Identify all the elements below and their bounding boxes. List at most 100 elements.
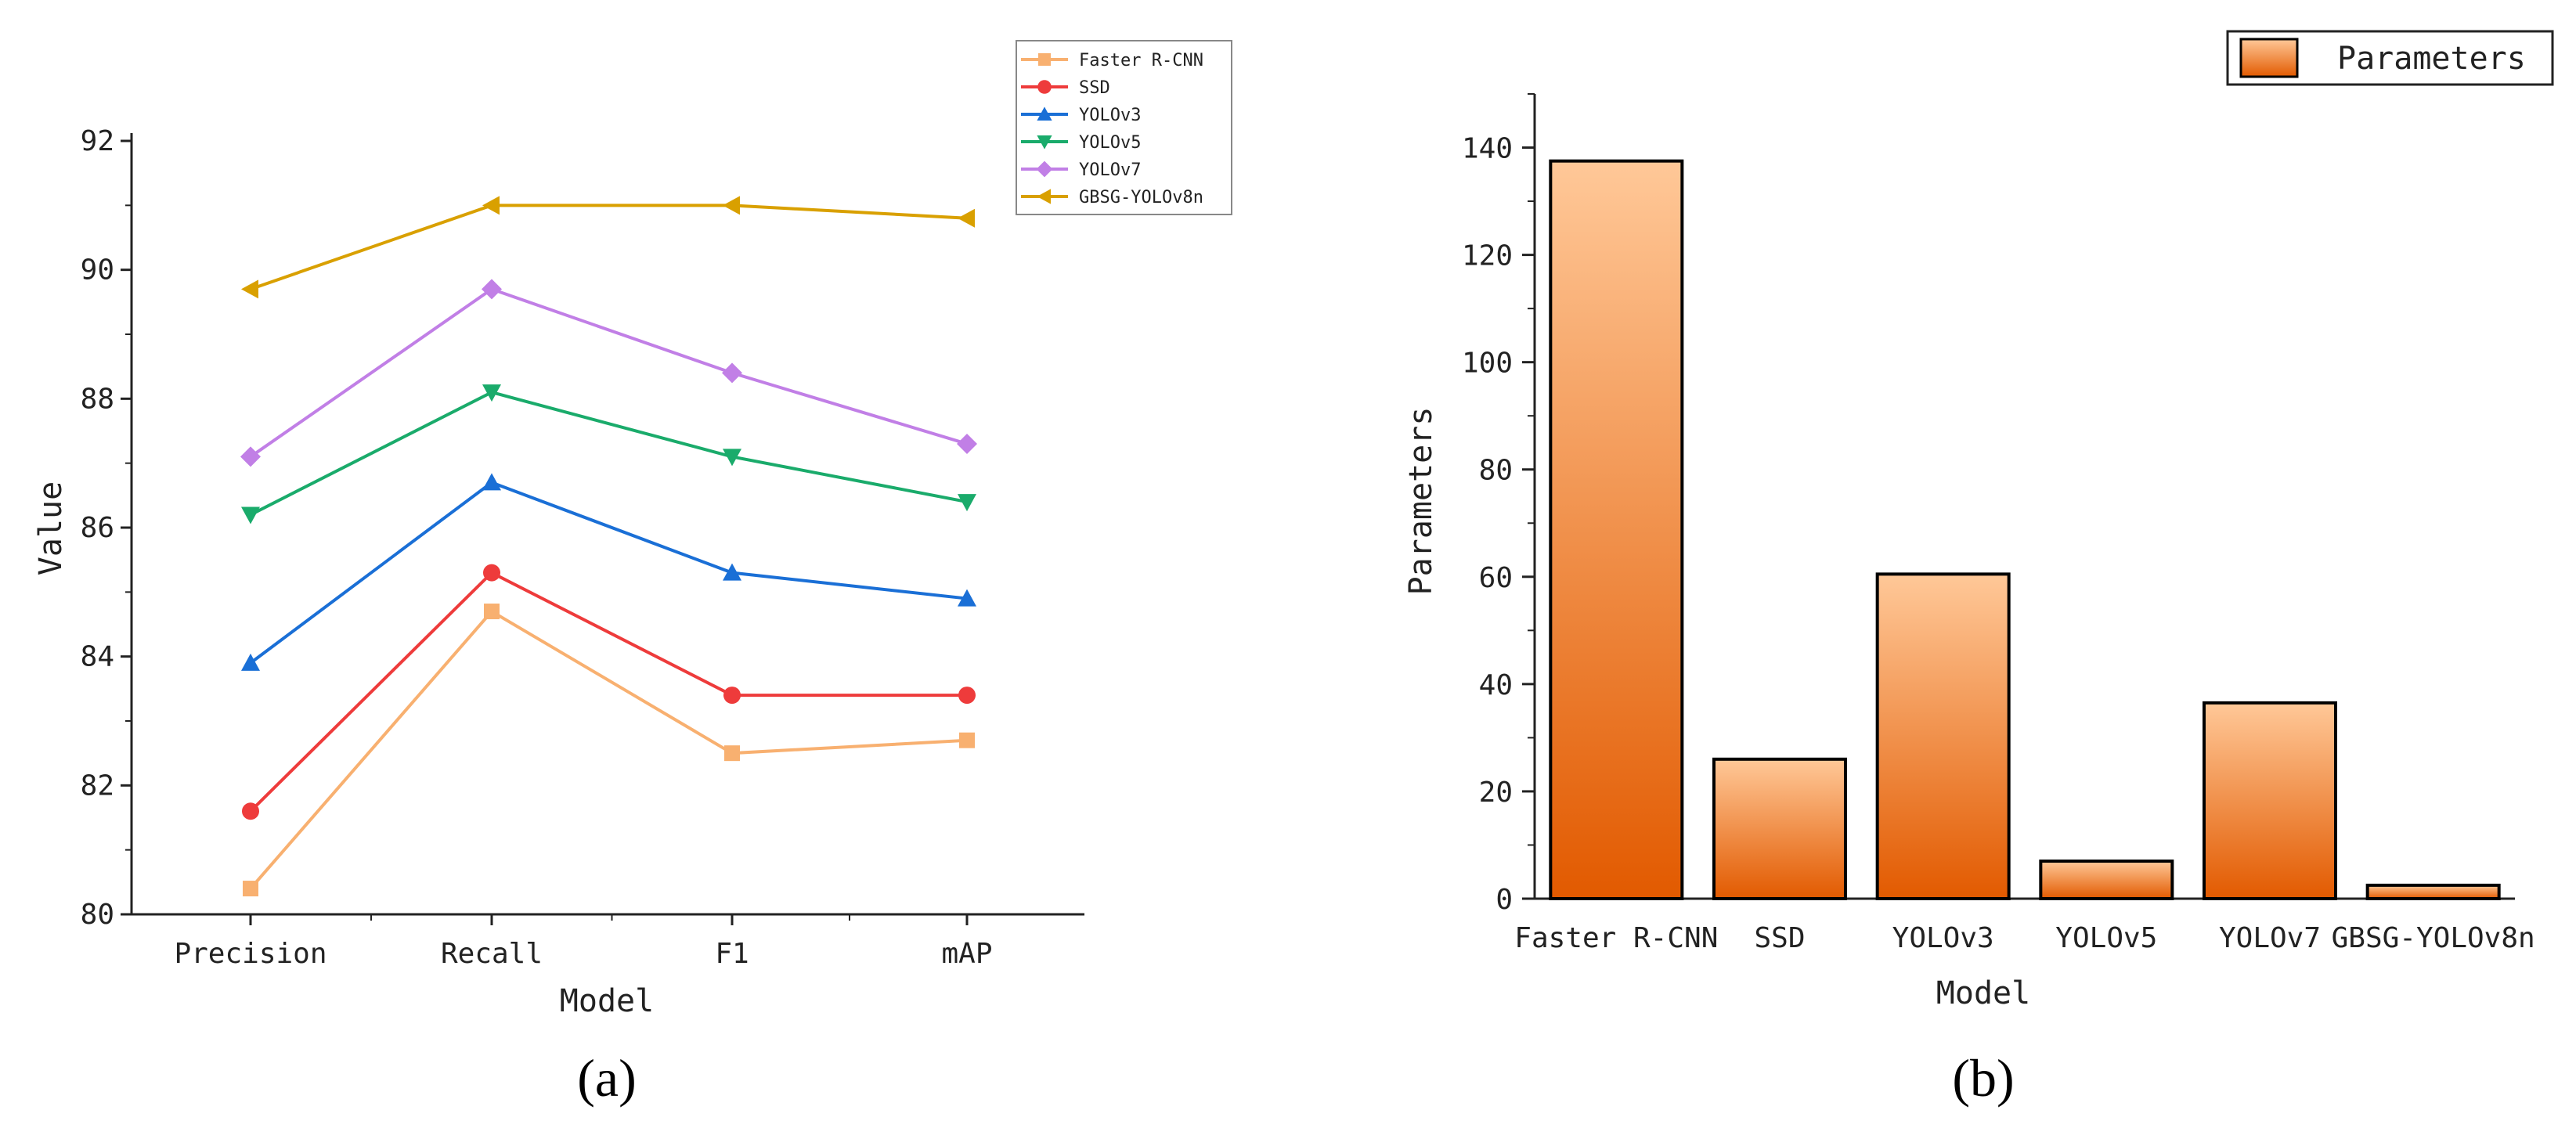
series-faster-r-cnn bbox=[243, 604, 975, 897]
data-point-ssd bbox=[483, 564, 500, 582]
bar-yolov5 bbox=[2039, 860, 2174, 900]
x-tick-label-ssd: SSD bbox=[1754, 922, 1805, 954]
y-tick-label: 60 bbox=[1479, 562, 1513, 594]
data-point-yolov3 bbox=[958, 589, 976, 607]
data-point-yolov5 bbox=[482, 384, 501, 402]
x-tick-label-faster-r-cnn: Faster R-CNN bbox=[1514, 922, 1718, 954]
bar-yolov7 bbox=[2203, 701, 2337, 900]
line-chart-series bbox=[240, 196, 977, 897]
legend-label-yolov3: YOLOv3 bbox=[1079, 106, 1141, 125]
legend-marker-gbsg-yolov8n bbox=[1037, 189, 1051, 204]
line-chart-axes bbox=[130, 133, 1084, 916]
data-point-yolov7 bbox=[482, 279, 502, 300]
data-point-yolov7 bbox=[240, 446, 261, 467]
bar-chart-legend: Parameters bbox=[2226, 30, 2554, 86]
y-tick-label: 20 bbox=[1479, 777, 1513, 809]
y-tick-label: 80 bbox=[1479, 455, 1513, 487]
y-tick-label: 140 bbox=[1462, 133, 1513, 165]
panel-label-b: (b) bbox=[1952, 1048, 2014, 1108]
bar-chart-y-axis-title: Parameters bbox=[1403, 407, 1439, 596]
legend-marker-yolov3 bbox=[1037, 106, 1052, 121]
line-chart-panel: 80 82 84 86 88 90 92 Precision Recall F1 mAP Mode… bbox=[33, 40, 1232, 1108]
bar-yolov3 bbox=[1875, 572, 2011, 901]
legend-marker-yolov7 bbox=[1036, 160, 1053, 178]
legend-marker-faster-r-cnn bbox=[1038, 53, 1051, 66]
y-tick-label: 40 bbox=[1479, 669, 1513, 701]
series-yolov7 bbox=[240, 279, 977, 467]
data-point-ssd bbox=[723, 687, 741, 705]
legend-label-yolov7: YOLOv7 bbox=[1079, 160, 1141, 180]
bar-gbsg-yolov8n bbox=[2365, 883, 2501, 901]
series-line-yolov5 bbox=[250, 390, 968, 517]
legend-label-gbsg-yolov8n: GBSG-YOLOv8n bbox=[1079, 188, 1203, 207]
line-chart-x-ticks: Precision Recall F1 mAP bbox=[174, 914, 993, 970]
series-yolov5 bbox=[241, 384, 976, 524]
bar-chart-x-ticks: Faster R-CNN SSD YOLOv3 YOLOv5 YOLOv7 GBSG-YO… bbox=[1514, 922, 2535, 954]
data-point-ssd bbox=[242, 802, 259, 820]
line-chart-legend: Faster R-CNN SSD YOLOv3 YOLOv5 YOLOv7 GBSG-YO… bbox=[1016, 40, 1232, 215]
data-point-faster-r-cnn bbox=[959, 732, 975, 748]
data-point-gbsg-yolov8n bbox=[241, 279, 258, 299]
bar-ssd bbox=[1712, 757, 1847, 901]
line-chart-x-axis-title: Model bbox=[560, 983, 654, 1019]
data-point-gbsg-yolov8n bbox=[723, 196, 740, 215]
x-tick-label-gbsg-yolov8n: GBSG-YOLOv8n bbox=[2332, 922, 2535, 954]
y-tick-label: 88 bbox=[81, 383, 114, 415]
bar-chart-panel: 0 20 40 60 80 100 120 140 Faster R-CNN SSD YOLOv3… bbox=[1403, 30, 2554, 1108]
data-point-yolov5 bbox=[958, 494, 976, 512]
data-point-faster-r-cnn bbox=[484, 604, 500, 620]
data-point-yolov7 bbox=[957, 433, 977, 454]
y-tick-label: 86 bbox=[81, 512, 114, 544]
data-point-gbsg-yolov8n bbox=[482, 196, 500, 215]
y-tick-label: 92 bbox=[81, 125, 114, 157]
data-point-yolov5 bbox=[723, 449, 741, 467]
bar-faster-r-cnn bbox=[1549, 159, 1684, 900]
data-point-yolov3 bbox=[241, 653, 260, 671]
series-ssd bbox=[242, 564, 976, 820]
series-line-gbsg-yolov8n bbox=[250, 204, 968, 291]
series-line-faster-r-cnn bbox=[249, 609, 968, 890]
line-chart-y-axis-title: Value bbox=[33, 481, 69, 575]
y-tick-label: 82 bbox=[81, 770, 114, 802]
series-gbsg-yolov8n bbox=[241, 196, 975, 299]
y-tick-label: 100 bbox=[1462, 348, 1513, 380]
bar-chart-x-axis-title: Model bbox=[1936, 975, 2030, 1011]
data-point-faster-r-cnn bbox=[243, 881, 258, 897]
y-tick-label: 90 bbox=[81, 254, 114, 287]
series-line-yolov7 bbox=[249, 287, 968, 459]
legend-label-ssd: SSD bbox=[1079, 78, 1110, 98]
data-point-ssd bbox=[958, 687, 976, 705]
x-tick-label-yolov3: YOLOv3 bbox=[1892, 922, 1994, 954]
data-point-yolov7 bbox=[722, 362, 742, 384]
legend-marker-ssd bbox=[1037, 80, 1052, 94]
data-point-gbsg-yolov8n bbox=[958, 208, 975, 228]
x-tick-label-f1: F1 bbox=[715, 938, 749, 970]
x-tick-label-precision: Precision bbox=[174, 938, 327, 970]
series-line-yolov3 bbox=[249, 481, 968, 665]
series-yolov3 bbox=[241, 473, 976, 671]
y-tick-label: 120 bbox=[1462, 240, 1513, 272]
data-point-yolov5 bbox=[241, 506, 260, 524]
bar-chart-bars bbox=[1549, 159, 2501, 901]
data-point-yolov3 bbox=[723, 563, 741, 581]
legend-label-parameters: Parameters bbox=[2337, 41, 2526, 77]
bar-chart-y-ticks: 0 20 40 60 80 100 120 140 bbox=[1462, 93, 1535, 916]
y-tick-label: 0 bbox=[1495, 884, 1513, 916]
y-tick-label: 80 bbox=[81, 899, 114, 931]
x-tick-label-recall: Recall bbox=[441, 938, 543, 970]
x-tick-label-yolov5: YOLOv5 bbox=[2055, 922, 2157, 954]
legend-swatch-parameters bbox=[2239, 38, 2299, 78]
legend-marker-yolov5 bbox=[1037, 135, 1052, 150]
data-point-yolov3 bbox=[482, 473, 501, 491]
y-tick-label: 84 bbox=[81, 641, 114, 673]
legend-box bbox=[1016, 40, 1232, 215]
x-tick-label-map: mAP bbox=[941, 938, 992, 970]
x-tick-label-yolov7: YOLOv7 bbox=[2219, 922, 2321, 954]
series-line-ssd bbox=[249, 571, 967, 813]
data-point-faster-r-cnn bbox=[724, 745, 740, 762]
legend-label-yolov5: YOLOv5 bbox=[1079, 133, 1141, 153]
line-chart-y-ticks: 80 82 84 86 88 90 92 bbox=[81, 125, 132, 931]
panel-label-a: (a) bbox=[577, 1048, 636, 1108]
bar-chart-axes bbox=[1533, 94, 2515, 900]
